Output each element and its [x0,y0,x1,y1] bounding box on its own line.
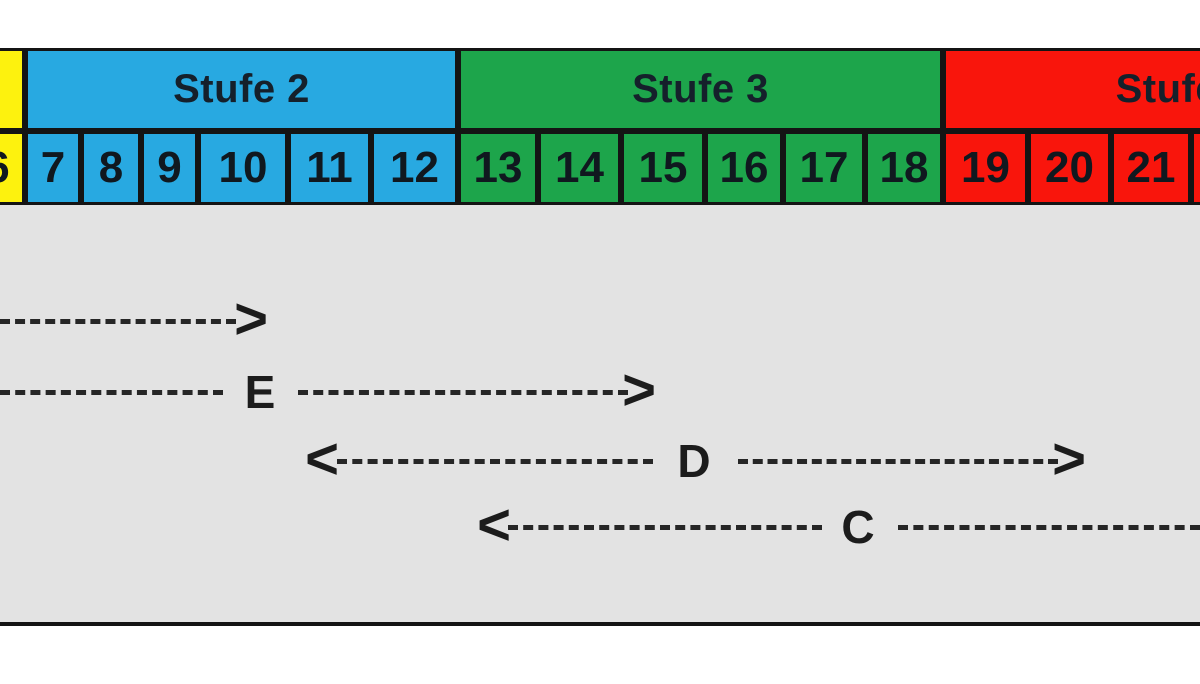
arrow-e-right-head: > [622,357,656,423]
stage-cell-10: 10 [198,131,288,205]
arrow-d-dashed-line-left [337,459,653,464]
stage-band-stufe-4: Stufe 4 [943,48,1200,131]
stage-label-stufe-2: Stufe 2 [173,67,310,111]
stage-cell-18: 18 [865,131,943,205]
stage-band-stufe-3: Stufe 3 [458,48,943,131]
stage-cell-8: 8 [81,131,141,205]
stage-cell-15: 15 [621,131,705,205]
stage-cell-13: 13 [458,131,538,205]
stage-cell-7: 7 [25,131,81,205]
stage-band-stufe-1: Stufe 1 [0,48,25,131]
stage-cell-21: 21 [1111,131,1191,205]
arrow-c-dashed-line-left [508,525,822,530]
arrow-d-dashed-line-right [738,459,1058,464]
stage-cell-12: 12 [371,131,458,205]
stage-cell-16: 16 [705,131,783,205]
arrow-d-label: D [677,435,711,488]
arrow-e-dashed-line-left [0,390,223,395]
arrow-e-dashed-line-right [298,390,628,395]
arrow1-dashed-line [0,319,236,324]
arrow-c-left-head: < [477,492,511,558]
stage-label-row: Stufe 1 Stufe 2 Stufe 3 Stufe 4 [0,48,1200,131]
arrow-c-label: C [841,501,875,554]
stage-cell-19: 19 [943,131,1028,205]
arrow-e-label: E [244,366,276,419]
arrow-d-right-head: > [1052,426,1086,492]
stage-cell-17: 17 [783,131,865,205]
stage-cell-11: 11 [288,131,371,205]
arrow-c-dashed-line-right [898,525,1200,530]
stage-cell-20: 20 [1028,131,1111,205]
stage-cell-14: 14 [538,131,621,205]
stage-band-stufe-2: Stufe 2 [25,48,458,131]
arrow-workspace: > E > < D > < C [0,205,1200,622]
stage-label-stufe-3: Stufe 3 [632,67,769,111]
stage-number-row: 6 7 8 9 10 11 12 13 14 15 16 17 18 19 20… [0,131,1200,205]
stage-cell-6: 6 [0,131,25,205]
arrow1-right-head: > [234,286,268,352]
stage-label-stufe-4: Stufe 4 [1115,67,1200,111]
stage-cell-9: 9 [141,131,198,205]
arrow-d-left-head: < [305,426,339,492]
stage-cell-22-partial [1191,131,1200,205]
bottom-border-line [0,622,1200,626]
